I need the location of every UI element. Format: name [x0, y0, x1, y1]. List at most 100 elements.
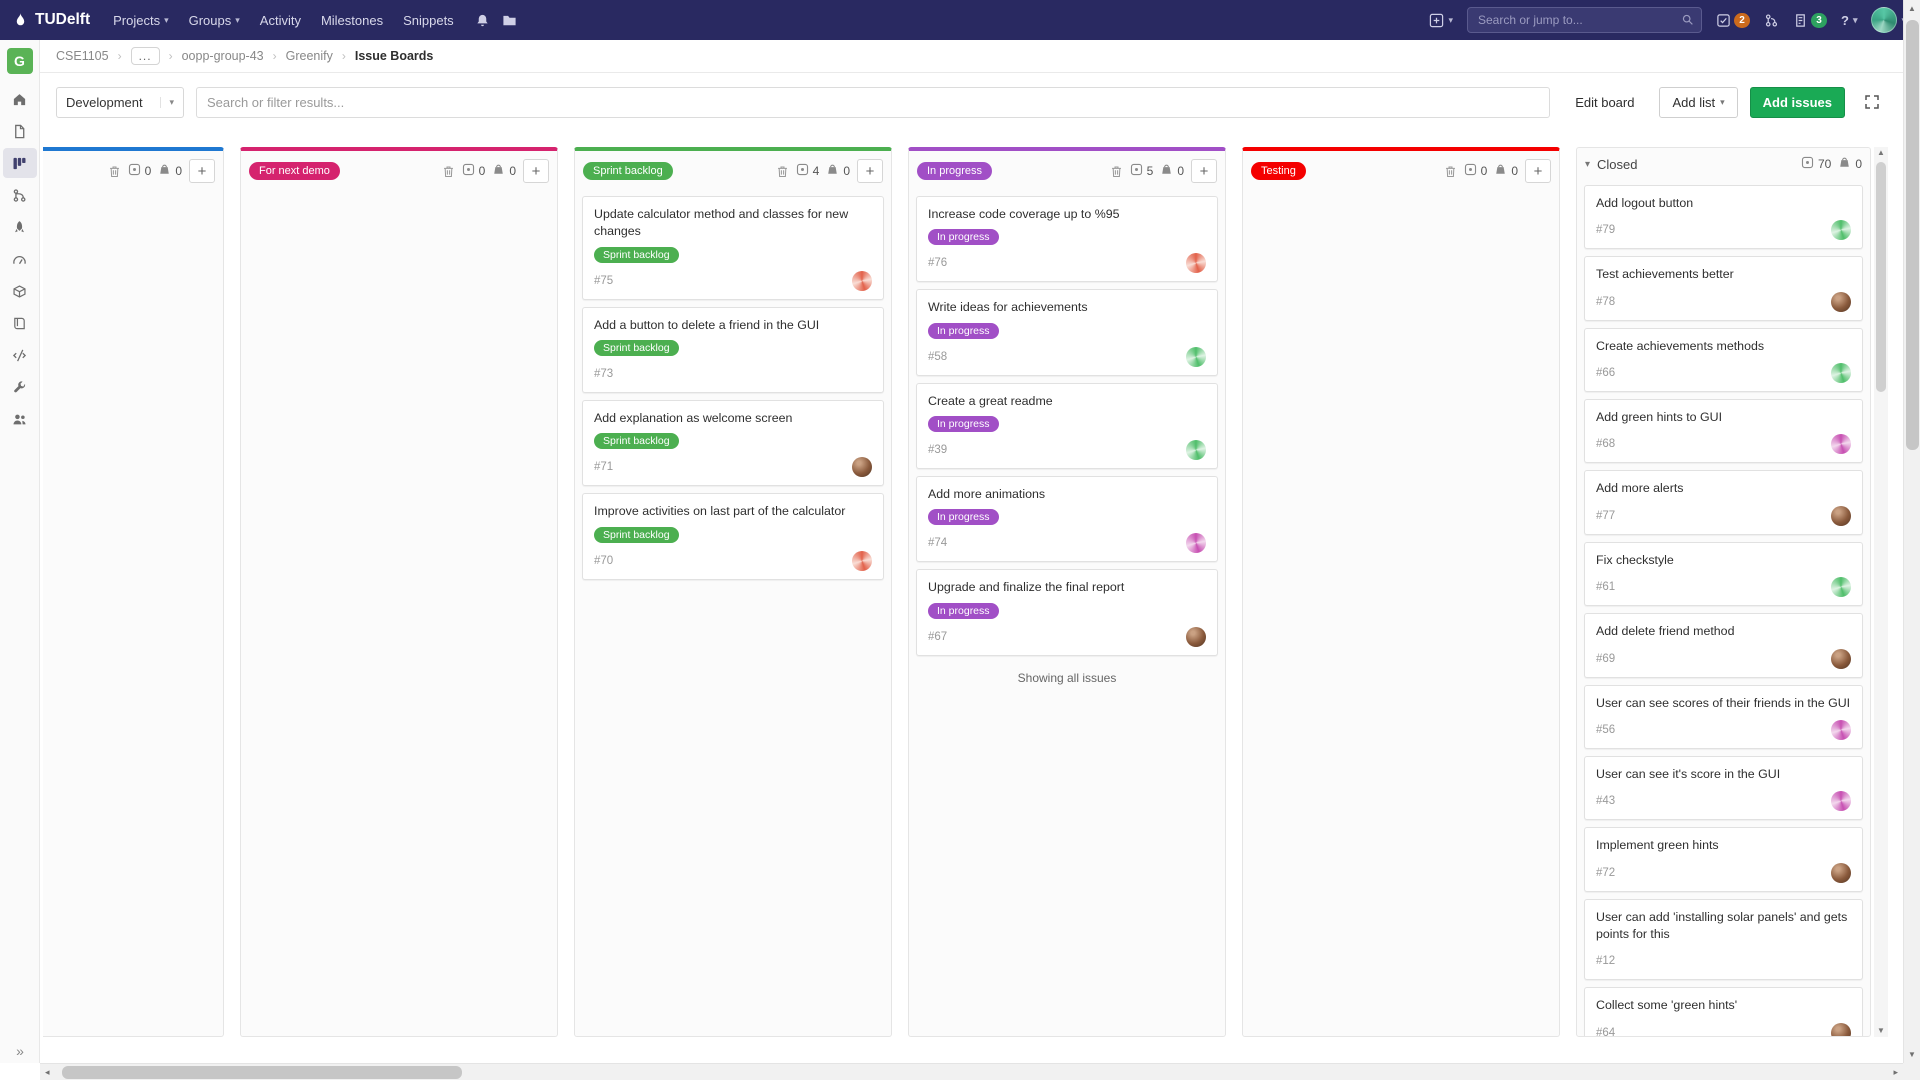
- issue-title[interactable]: Update calculator method and classes for…: [594, 207, 849, 239]
- nav-menu-item-milestones[interactable]: Milestones: [312, 8, 392, 33]
- sidebar-item-project-overview[interactable]: [3, 84, 37, 114]
- sidebar-item-merge-requests[interactable]: [3, 180, 37, 210]
- assignee-avatar[interactable]: [852, 550, 872, 571]
- vertical-scrollbar-thumb[interactable]: [1906, 20, 1919, 450]
- delete-list-icon[interactable]: [776, 165, 789, 178]
- issue-label-pill[interactable]: In progress: [928, 229, 999, 246]
- issue-label-pill[interactable]: In progress: [928, 416, 999, 433]
- sidebar-item-ci-cd[interactable]: [3, 212, 37, 242]
- issue-title[interactable]: Write ideas for achievements: [928, 300, 1088, 315]
- issue-title[interactable]: Fix checkstyle: [1596, 552, 1674, 567]
- issues-shortcut-button[interactable]: 2: [1716, 12, 1750, 28]
- issue-title[interactable]: User can see it's score in the GUI: [1596, 766, 1781, 781]
- issue-label-pill[interactable]: In progress: [928, 602, 999, 619]
- issue-card-66[interactable]: Create achievements methods #66: [1584, 327, 1863, 393]
- sidebar-item-operations[interactable]: [3, 244, 37, 274]
- issue-title[interactable]: Improve activities on last part of the c…: [594, 504, 846, 519]
- fullscreen-toggle-icon[interactable]: [1857, 87, 1887, 118]
- assignee-avatar[interactable]: [1831, 719, 1851, 740]
- issue-title[interactable]: Add delete friend method: [1596, 624, 1735, 639]
- scroll-down-icon[interactable]: ▼: [1908, 1050, 1916, 1059]
- add-issue-to-list-button[interactable]: +: [1525, 159, 1551, 183]
- issue-card-67[interactable]: Upgrade and finalize the final report In …: [916, 569, 1218, 656]
- assignee-avatar[interactable]: [1186, 253, 1206, 274]
- assignee-avatar[interactable]: [1831, 291, 1851, 312]
- issue-label-pill[interactable]: Sprint backlog: [594, 433, 679, 450]
- issue-title[interactable]: Test achievements better: [1596, 267, 1734, 282]
- merge-requests-shortcut-button[interactable]: [1764, 13, 1779, 28]
- issue-card-73[interactable]: Add a button to delete a friend in the G…: [582, 306, 884, 394]
- delete-list-icon[interactable]: [1444, 165, 1457, 178]
- sidebar-item-snippets[interactable]: [3, 340, 37, 370]
- global-search-input[interactable]: [1466, 7, 1702, 33]
- delete-list-icon[interactable]: [442, 165, 455, 178]
- breadcrumb-item-greenify[interactable]: Greenify: [285, 49, 333, 63]
- issue-title[interactable]: Add a button to delete a friend in the G…: [594, 317, 820, 332]
- issue-title[interactable]: Upgrade and finalize the final report: [928, 580, 1125, 595]
- tudelft-gitlab-logo[interactable]: TUDelft: [12, 11, 90, 29]
- todos-shortcut-button[interactable]: 3: [1793, 12, 1827, 28]
- add-list-button[interactable]: Add list ▾: [1659, 86, 1738, 118]
- breadcrumb-item-cse1105[interactable]: CSE1105: [56, 49, 109, 63]
- board-selector-dropdown[interactable]: Development ▾: [56, 86, 184, 118]
- assignee-avatar[interactable]: [1831, 1022, 1851, 1036]
- assignee-avatar[interactable]: [1186, 440, 1206, 461]
- breadcrumb-expander-button[interactable]: ...: [130, 47, 160, 65]
- vertical-scrollbar[interactable]: ▲ ▼: [1903, 0, 1920, 1063]
- issue-title[interactable]: Add logout button: [1596, 196, 1694, 210]
- add-issue-to-list-button[interactable]: +: [857, 159, 883, 183]
- closed-list-scrollbar[interactable]: ▲ ▼: [1874, 147, 1888, 1037]
- assignee-avatar[interactable]: [1831, 505, 1851, 526]
- issue-card-56[interactable]: User can see scores of their friends in …: [1584, 684, 1863, 749]
- files-folder-icon[interactable]: [502, 13, 517, 28]
- issue-card-79[interactable]: Add logout button #79: [1584, 185, 1863, 250]
- assignee-avatar[interactable]: [1831, 577, 1851, 598]
- assignee-avatar[interactable]: [1831, 220, 1851, 241]
- scroll-right-icon[interactable]: ▸: [1893, 1067, 1898, 1077]
- issue-title[interactable]: Increase code coverage up to %95: [928, 207, 1120, 221]
- issue-title[interactable]: Add more animations: [928, 487, 1046, 502]
- edit-board-button[interactable]: Edit board: [1562, 86, 1648, 118]
- sidebar-item-settings[interactable]: [3, 372, 37, 402]
- sidebar-expand-toggle[interactable]: »: [16, 1043, 24, 1059]
- list-label-pill[interactable]: Sprint backlog: [583, 162, 673, 180]
- sidebar-item-packages[interactable]: [3, 276, 37, 306]
- board-filter-input[interactable]: [196, 86, 1551, 118]
- horizontal-scrollbar[interactable]: ◂ ▸: [40, 1063, 1903, 1080]
- list-label-pill[interactable]: For next demo: [249, 162, 340, 180]
- issue-label-pill[interactable]: Sprint backlog: [594, 340, 679, 357]
- assignee-avatar[interactable]: [852, 457, 872, 478]
- issue-card-43[interactable]: User can see it's score in the GUI #43: [1584, 755, 1863, 821]
- assignee-avatar[interactable]: [1186, 533, 1206, 554]
- issue-card-64[interactable]: Collect some 'green hints' #64: [1584, 987, 1863, 1036]
- nav-menu-item-projects[interactable]: Projects ▾: [104, 8, 178, 33]
- issue-title[interactable]: Collect some 'green hints': [1596, 998, 1738, 1013]
- notifications-bell-icon[interactable]: [475, 13, 490, 28]
- project-avatar[interactable]: G: [6, 48, 33, 74]
- issue-card-75[interactable]: Update calculator method and classes for…: [582, 196, 884, 300]
- nav-menu-item-snippets[interactable]: Snippets: [394, 8, 463, 33]
- issue-card-78[interactable]: Test achievements better #78: [1584, 256, 1863, 321]
- issue-card-74[interactable]: Add more animations In progress #74: [916, 476, 1218, 563]
- issue-card-77[interactable]: Add more alerts #77: [1584, 470, 1863, 535]
- issue-title[interactable]: Add green hints to GUI: [1596, 410, 1723, 425]
- assignee-avatar[interactable]: [1831, 648, 1851, 669]
- horizontal-scrollbar-thumb[interactable]: [62, 1066, 462, 1079]
- scroll-down-icon[interactable]: ▼: [1877, 1026, 1885, 1035]
- assignee-avatar[interactable]: [1831, 791, 1851, 812]
- issue-title[interactable]: User can add 'installing solar panels' a…: [1596, 909, 1848, 941]
- scroll-left-icon[interactable]: ◂: [45, 1067, 50, 1077]
- issue-card-76[interactable]: Increase code coverage up to %95 In progr…: [916, 196, 1218, 283]
- list-label-pill[interactable]: In progress: [917, 162, 993, 180]
- nav-menu-item-groups[interactable]: Groups ▾: [180, 8, 249, 33]
- issue-card-12[interactable]: User can add 'installing solar panels' a…: [1584, 898, 1863, 981]
- breadcrumb-item-issue-boards[interactable]: Issue Boards: [354, 49, 434, 63]
- assignee-avatar[interactable]: [1831, 363, 1851, 384]
- assignee-avatar[interactable]: [852, 270, 872, 291]
- issue-card-68[interactable]: Add green hints to GUI #68: [1584, 399, 1863, 464]
- new-menu-button[interactable]: ▾: [1429, 13, 1453, 28]
- add-issue-to-list-button[interactable]: +: [1191, 159, 1217, 183]
- issue-card-61[interactable]: Fix checkstyle #61: [1584, 541, 1863, 607]
- issue-label-pill[interactable]: Sprint backlog: [594, 526, 679, 543]
- issue-title[interactable]: Create achievements methods: [1596, 338, 1765, 353]
